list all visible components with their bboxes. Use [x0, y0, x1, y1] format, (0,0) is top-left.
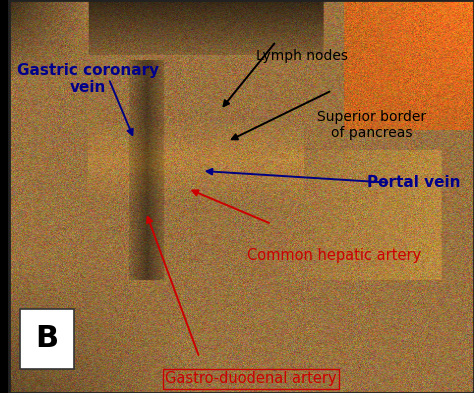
Text: Superior border
of pancreas: Superior border of pancreas — [317, 110, 426, 140]
Text: B: B — [36, 325, 59, 353]
Text: Lymph nodes: Lymph nodes — [256, 49, 348, 63]
FancyBboxPatch shape — [20, 309, 74, 369]
Text: Portal vein: Portal vein — [366, 175, 460, 190]
Text: Common hepatic artery: Common hepatic artery — [247, 248, 421, 263]
Text: Gastric coronary
vein: Gastric coronary vein — [17, 63, 159, 95]
Text: Gastro-duodenal artery: Gastro-duodenal artery — [165, 371, 337, 386]
